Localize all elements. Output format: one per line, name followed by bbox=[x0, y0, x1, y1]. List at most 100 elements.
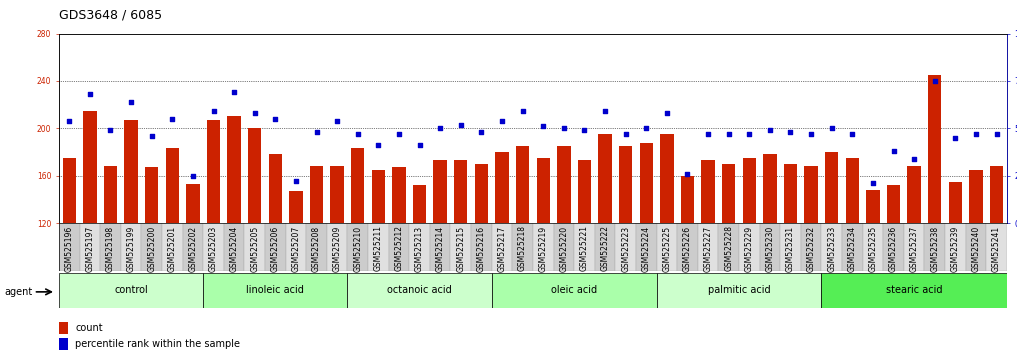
Bar bbox=[59, 273, 203, 308]
Text: GSM525207: GSM525207 bbox=[292, 225, 300, 272]
Text: GSM525224: GSM525224 bbox=[642, 225, 651, 272]
Bar bbox=[845, 158, 859, 223]
Text: GSM525227: GSM525227 bbox=[704, 225, 713, 272]
Text: GSM525226: GSM525226 bbox=[683, 225, 692, 272]
Point bbox=[535, 124, 551, 129]
Bar bbox=[326, 223, 348, 271]
Bar bbox=[657, 273, 822, 308]
Bar bbox=[990, 166, 1003, 223]
Bar bbox=[516, 146, 529, 223]
Bar bbox=[348, 223, 368, 271]
Point bbox=[123, 99, 139, 105]
Text: GSM525223: GSM525223 bbox=[621, 225, 631, 272]
Bar bbox=[619, 146, 633, 223]
Point bbox=[473, 129, 489, 135]
Point bbox=[330, 118, 346, 124]
Bar bbox=[186, 184, 199, 223]
Text: GSM525235: GSM525235 bbox=[869, 225, 878, 272]
Point bbox=[226, 90, 242, 95]
Text: GSM525212: GSM525212 bbox=[395, 225, 404, 272]
Bar bbox=[203, 223, 224, 271]
Bar bbox=[224, 223, 244, 271]
Bar bbox=[866, 190, 880, 223]
Text: GSM525199: GSM525199 bbox=[126, 225, 135, 272]
Bar bbox=[203, 273, 348, 308]
Bar bbox=[929, 75, 942, 223]
Point bbox=[762, 127, 778, 133]
Bar bbox=[965, 223, 986, 271]
Text: GSM525208: GSM525208 bbox=[312, 225, 321, 272]
Point bbox=[61, 118, 77, 124]
Bar bbox=[945, 223, 965, 271]
Bar bbox=[491, 223, 513, 271]
Bar bbox=[141, 223, 162, 271]
Bar bbox=[924, 223, 945, 271]
Text: GSM525202: GSM525202 bbox=[188, 225, 197, 272]
Bar bbox=[121, 223, 141, 271]
Bar bbox=[244, 223, 265, 271]
Bar bbox=[660, 134, 673, 223]
Bar bbox=[289, 191, 303, 223]
Text: GSM525221: GSM525221 bbox=[580, 225, 589, 272]
Point bbox=[782, 129, 798, 135]
Text: GSM525240: GSM525240 bbox=[971, 225, 980, 272]
Point bbox=[412, 143, 428, 148]
Point bbox=[803, 131, 820, 137]
Bar bbox=[804, 166, 818, 223]
Text: GSM525234: GSM525234 bbox=[848, 225, 856, 272]
Bar bbox=[63, 158, 76, 223]
Point bbox=[246, 110, 262, 116]
Bar bbox=[475, 164, 488, 223]
Bar bbox=[904, 223, 924, 271]
Point bbox=[185, 173, 201, 178]
Text: GSM525232: GSM525232 bbox=[806, 225, 816, 272]
Bar bbox=[822, 223, 842, 271]
Text: GSM525216: GSM525216 bbox=[477, 225, 486, 272]
Text: palmitic acid: palmitic acid bbox=[708, 285, 770, 295]
Text: GSM525201: GSM525201 bbox=[168, 225, 177, 272]
Text: GSM525200: GSM525200 bbox=[147, 225, 157, 272]
Bar bbox=[575, 223, 595, 271]
Point bbox=[103, 127, 119, 133]
Bar bbox=[657, 223, 677, 271]
Point bbox=[886, 148, 902, 154]
Bar bbox=[742, 158, 756, 223]
Text: GSM525204: GSM525204 bbox=[230, 225, 239, 272]
Bar bbox=[702, 160, 715, 223]
Bar bbox=[455, 160, 468, 223]
Bar bbox=[718, 223, 739, 271]
Point bbox=[968, 131, 984, 137]
Point bbox=[597, 108, 613, 114]
Text: agent: agent bbox=[4, 287, 33, 297]
Point bbox=[288, 178, 304, 184]
Bar bbox=[206, 120, 221, 223]
Bar bbox=[268, 154, 282, 223]
Text: GSM525196: GSM525196 bbox=[65, 225, 74, 272]
Bar bbox=[495, 152, 508, 223]
Bar bbox=[104, 166, 117, 223]
Bar bbox=[306, 223, 326, 271]
Point bbox=[515, 108, 531, 114]
Text: GSM525241: GSM525241 bbox=[992, 225, 1001, 272]
Text: percentile rank within the sample: percentile rank within the sample bbox=[75, 339, 240, 349]
Bar bbox=[59, 322, 68, 334]
Bar bbox=[310, 166, 323, 223]
Text: GSM525213: GSM525213 bbox=[415, 225, 424, 272]
Bar bbox=[451, 223, 471, 271]
Bar bbox=[79, 223, 101, 271]
Text: GSM525229: GSM525229 bbox=[744, 225, 754, 272]
Bar bbox=[491, 273, 657, 308]
Bar bbox=[969, 170, 982, 223]
Text: GSM525233: GSM525233 bbox=[827, 225, 836, 272]
Bar bbox=[698, 223, 718, 271]
Text: GSM525217: GSM525217 bbox=[497, 225, 506, 272]
Text: stearic acid: stearic acid bbox=[886, 285, 943, 295]
Text: GSM525198: GSM525198 bbox=[106, 225, 115, 272]
Point bbox=[947, 135, 963, 141]
Bar bbox=[145, 167, 159, 223]
Text: GSM525238: GSM525238 bbox=[931, 225, 940, 272]
Bar bbox=[800, 223, 822, 271]
Text: GSM525206: GSM525206 bbox=[271, 225, 280, 272]
Bar bbox=[640, 143, 653, 223]
Bar bbox=[430, 223, 451, 271]
